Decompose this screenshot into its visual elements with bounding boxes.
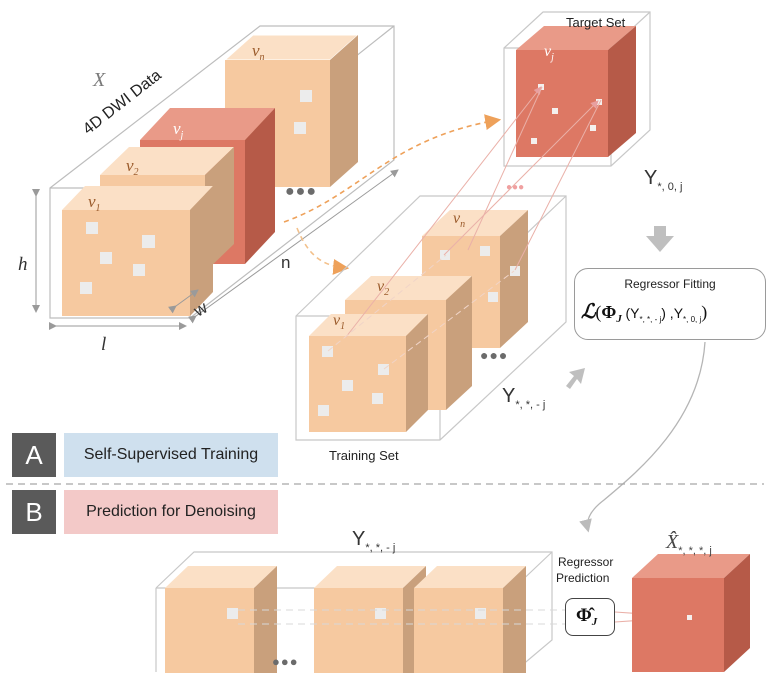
train-v2-label: v2 bbox=[377, 278, 389, 298]
diag-block-arrow bbox=[566, 368, 585, 389]
target-pink-dots: ●●● bbox=[506, 182, 524, 193]
train-v1-label: v1 bbox=[333, 312, 345, 332]
dwi-data-group: ●●● X 4D DWI Data h l w n v1 v2 vj vn bbox=[18, 25, 399, 355]
x-hat-label: X̂*, *, *, j bbox=[665, 530, 712, 557]
target-vj-label: vj bbox=[544, 43, 554, 63]
arrow-to-target bbox=[283, 114, 502, 223]
y-target-label: Y*, 0, j bbox=[644, 167, 682, 193]
training-set-label: Training Set bbox=[329, 448, 399, 463]
loss-formula: ℒ(ΦJ (Y*, *, - j) ,Y*, 0, j) bbox=[581, 301, 708, 326]
h-label: h bbox=[18, 254, 28, 275]
y-pred-input-label: Y*, *, - j bbox=[352, 528, 395, 554]
arrow-to-training bbox=[296, 227, 350, 275]
section-b-label: Prediction for Denoising bbox=[64, 490, 278, 534]
regressor-prediction-label-1: Regressor bbox=[558, 555, 613, 569]
section-a-label: Self-Supervised Training bbox=[64, 433, 278, 477]
target-set-label: Target Set bbox=[566, 15, 626, 30]
vn-label: vn bbox=[252, 41, 265, 63]
phi-hat-box: Φ̂J bbox=[565, 598, 615, 636]
prediction-group: ●●● Y*, *, - j Regressor Prediction X̂*,… bbox=[155, 528, 750, 673]
v1-label: v1 bbox=[88, 192, 101, 214]
x-symbol: X bbox=[92, 69, 106, 91]
y-train-label: Y*, *, - j bbox=[502, 385, 545, 411]
target-cube bbox=[516, 50, 608, 157]
section-a-badge: A bbox=[12, 433, 56, 477]
section-b-badge: B bbox=[12, 490, 56, 534]
dimension-arrows bbox=[32, 169, 399, 330]
cube-v1 bbox=[62, 186, 213, 316]
dwi-dots: ●●● bbox=[285, 183, 317, 200]
fitting-to-prediction-arrow bbox=[579, 341, 706, 533]
regressor-prediction-label-2: Prediction bbox=[556, 571, 609, 585]
output-cube bbox=[632, 578, 724, 672]
cube-vn bbox=[223, 34, 360, 187]
l-label: l bbox=[101, 334, 106, 355]
train-vn-label: vn bbox=[453, 210, 465, 230]
train-dots: ●●● bbox=[480, 347, 508, 363]
down-block-arrow bbox=[646, 226, 674, 252]
v2-label: v2 bbox=[126, 156, 139, 178]
regressor-fitting-title: Regressor Fitting bbox=[624, 277, 716, 291]
regressor-fitting-box: Regressor Fitting ℒ(ΦJ (Y*, *, - j) ,Y*,… bbox=[574, 268, 766, 340]
target-set-group: vj Target Set ●●● Y*, 0, j bbox=[503, 11, 682, 193]
pred-dots: ●●● bbox=[272, 654, 299, 669]
phi-hat: Φ̂ bbox=[576, 605, 592, 626]
loss-phi: Φ bbox=[601, 302, 617, 322]
loss-L: ℒ bbox=[581, 301, 596, 323]
vj-label: vj bbox=[173, 119, 184, 141]
n-label: n bbox=[281, 253, 290, 272]
gray-block-arrows bbox=[566, 226, 674, 389]
train-to-target-lines bbox=[345, 86, 602, 338]
training-set-group: ●●● v1 v2 vn Training Set Y*, *, - j bbox=[295, 86, 602, 463]
